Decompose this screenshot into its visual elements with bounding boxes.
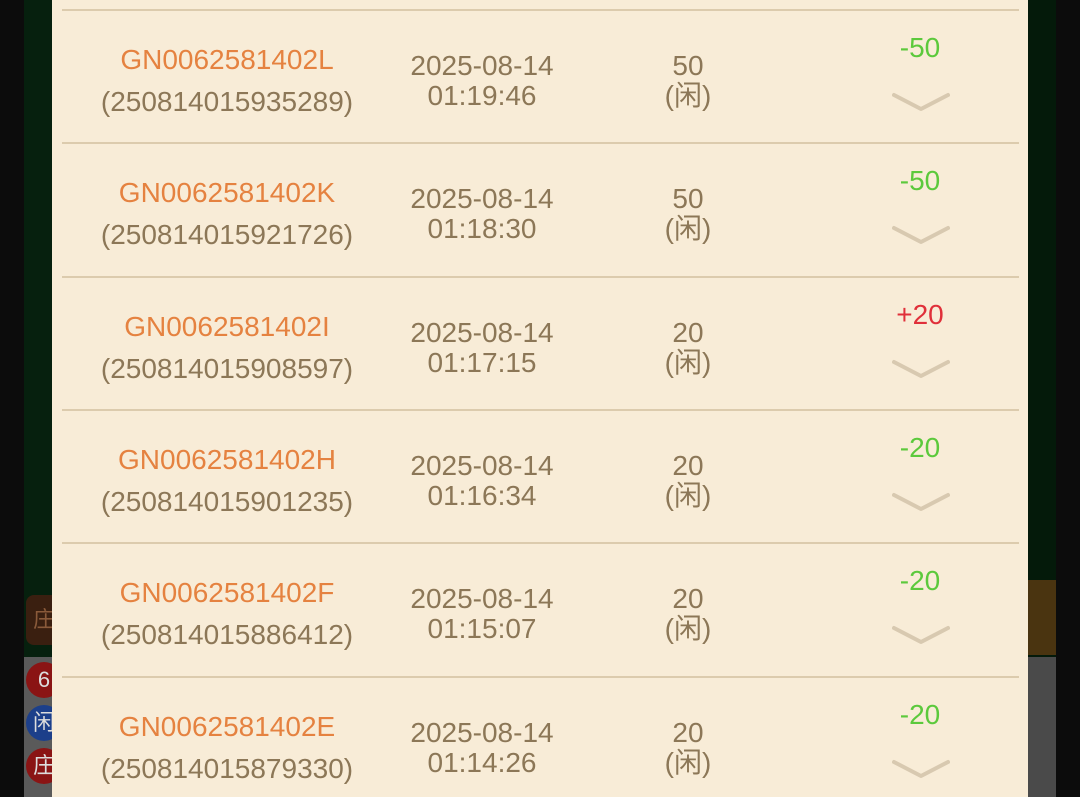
result-amount: -50 [899, 165, 941, 197]
order-id: GN0062581402I [124, 310, 330, 342]
round-ref: (250814015908597) [100, 352, 354, 384]
order-id: GN0062581402E [118, 710, 336, 742]
bet-time: 01:17:15 [427, 346, 537, 378]
bet-amount: 20 [672, 449, 704, 481]
chevron-down-icon[interactable] [892, 91, 950, 113]
record-row[interactable]: GN0062581402H (250814015901235) 2025-08-… [62, 408, 1019, 544]
chevron-down-icon[interactable] [892, 358, 950, 380]
bet-amount: 50 [672, 183, 704, 215]
bet-date: 2025-08-14 [410, 316, 554, 348]
order-id: GN0062581402H [118, 443, 336, 475]
bet-amount: 20 [672, 583, 704, 615]
order-id: GN0062581402F [119, 577, 335, 609]
bet-date: 2025-08-14 [410, 716, 554, 748]
result-amount: -20 [899, 431, 941, 463]
order-id: GN0062581402K [118, 177, 336, 209]
bet-history-panel[interactable]: GN0062581402L (250814015935289) 2025-08-… [52, 0, 1028, 797]
round-ref: (250814015935289) [100, 86, 354, 117]
bet-side: (闲) [664, 479, 712, 511]
bet-side: (闲) [664, 80, 712, 111]
bet-amount: 20 [672, 716, 704, 748]
bet-side: (闲) [664, 346, 712, 378]
bet-time: 01:16:34 [427, 479, 537, 511]
result-amount: +20 [896, 298, 944, 330]
record-row[interactable]: GN0062581402F (250814015886412) 2025-08-… [62, 542, 1019, 677]
bet-date: 2025-08-14 [410, 583, 554, 615]
bet-amount: 50 [672, 50, 704, 81]
round-ref: (250814015879330) [100, 752, 354, 784]
round-ref: (250814015901235) [100, 485, 354, 517]
bet-time: 01:14:26 [427, 746, 537, 778]
bet-date: 2025-08-14 [410, 183, 554, 215]
bet-time: 01:15:07 [427, 613, 537, 645]
background-tab-right [1028, 580, 1056, 655]
chevron-down-icon[interactable] [892, 491, 950, 513]
order-id: GN0062581402L [120, 44, 334, 75]
bet-side: (闲) [664, 613, 712, 645]
bet-date: 2025-08-14 [410, 449, 554, 481]
result-amount: -20 [899, 565, 941, 597]
bet-side: (闲) [664, 213, 712, 245]
record-row[interactable]: GN0062581402E (250814015879330) 2025-08-… [62, 675, 1019, 797]
record-row[interactable]: GN0062581402L (250814015935289) 2025-08-… [62, 9, 1019, 144]
bet-side: (闲) [664, 746, 712, 778]
chevron-down-icon[interactable] [892, 224, 950, 246]
background-roadmap-right [1028, 657, 1056, 797]
record-row[interactable]: GN0062581402K (250814015921726) 2025-08-… [62, 142, 1019, 277]
bet-time: 01:19:46 [427, 80, 537, 111]
bet-amount: 20 [672, 316, 704, 348]
chevron-down-icon[interactable] [892, 758, 950, 780]
bet-date: 2025-08-14 [410, 50, 554, 81]
result-amount: -50 [899, 32, 941, 63]
round-ref: (250814015921726) [100, 219, 354, 251]
round-ref: (250814015886412) [100, 619, 354, 651]
record-row[interactable]: GN0062581402I (250814015908597) 2025-08-… [62, 275, 1019, 411]
chevron-down-icon[interactable] [892, 624, 950, 646]
result-amount: -20 [899, 698, 941, 730]
bet-time: 01:18:30 [427, 213, 537, 245]
